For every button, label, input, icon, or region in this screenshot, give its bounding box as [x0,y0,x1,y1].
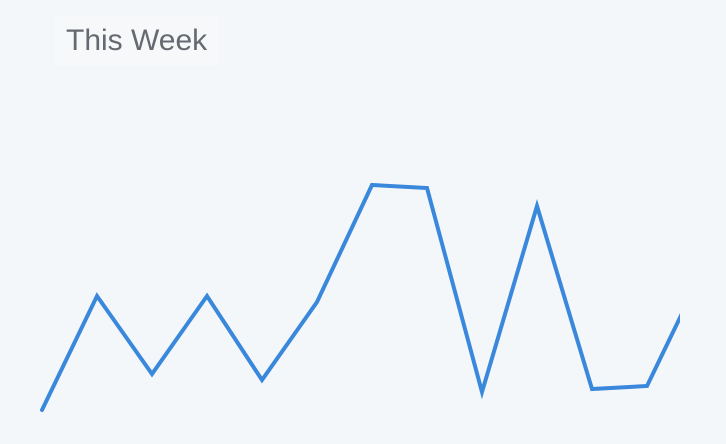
title-chip: This Week [54,16,220,66]
series-line [40,182,680,412]
plot-area [40,182,680,412]
chart-title: This Week [66,24,208,57]
